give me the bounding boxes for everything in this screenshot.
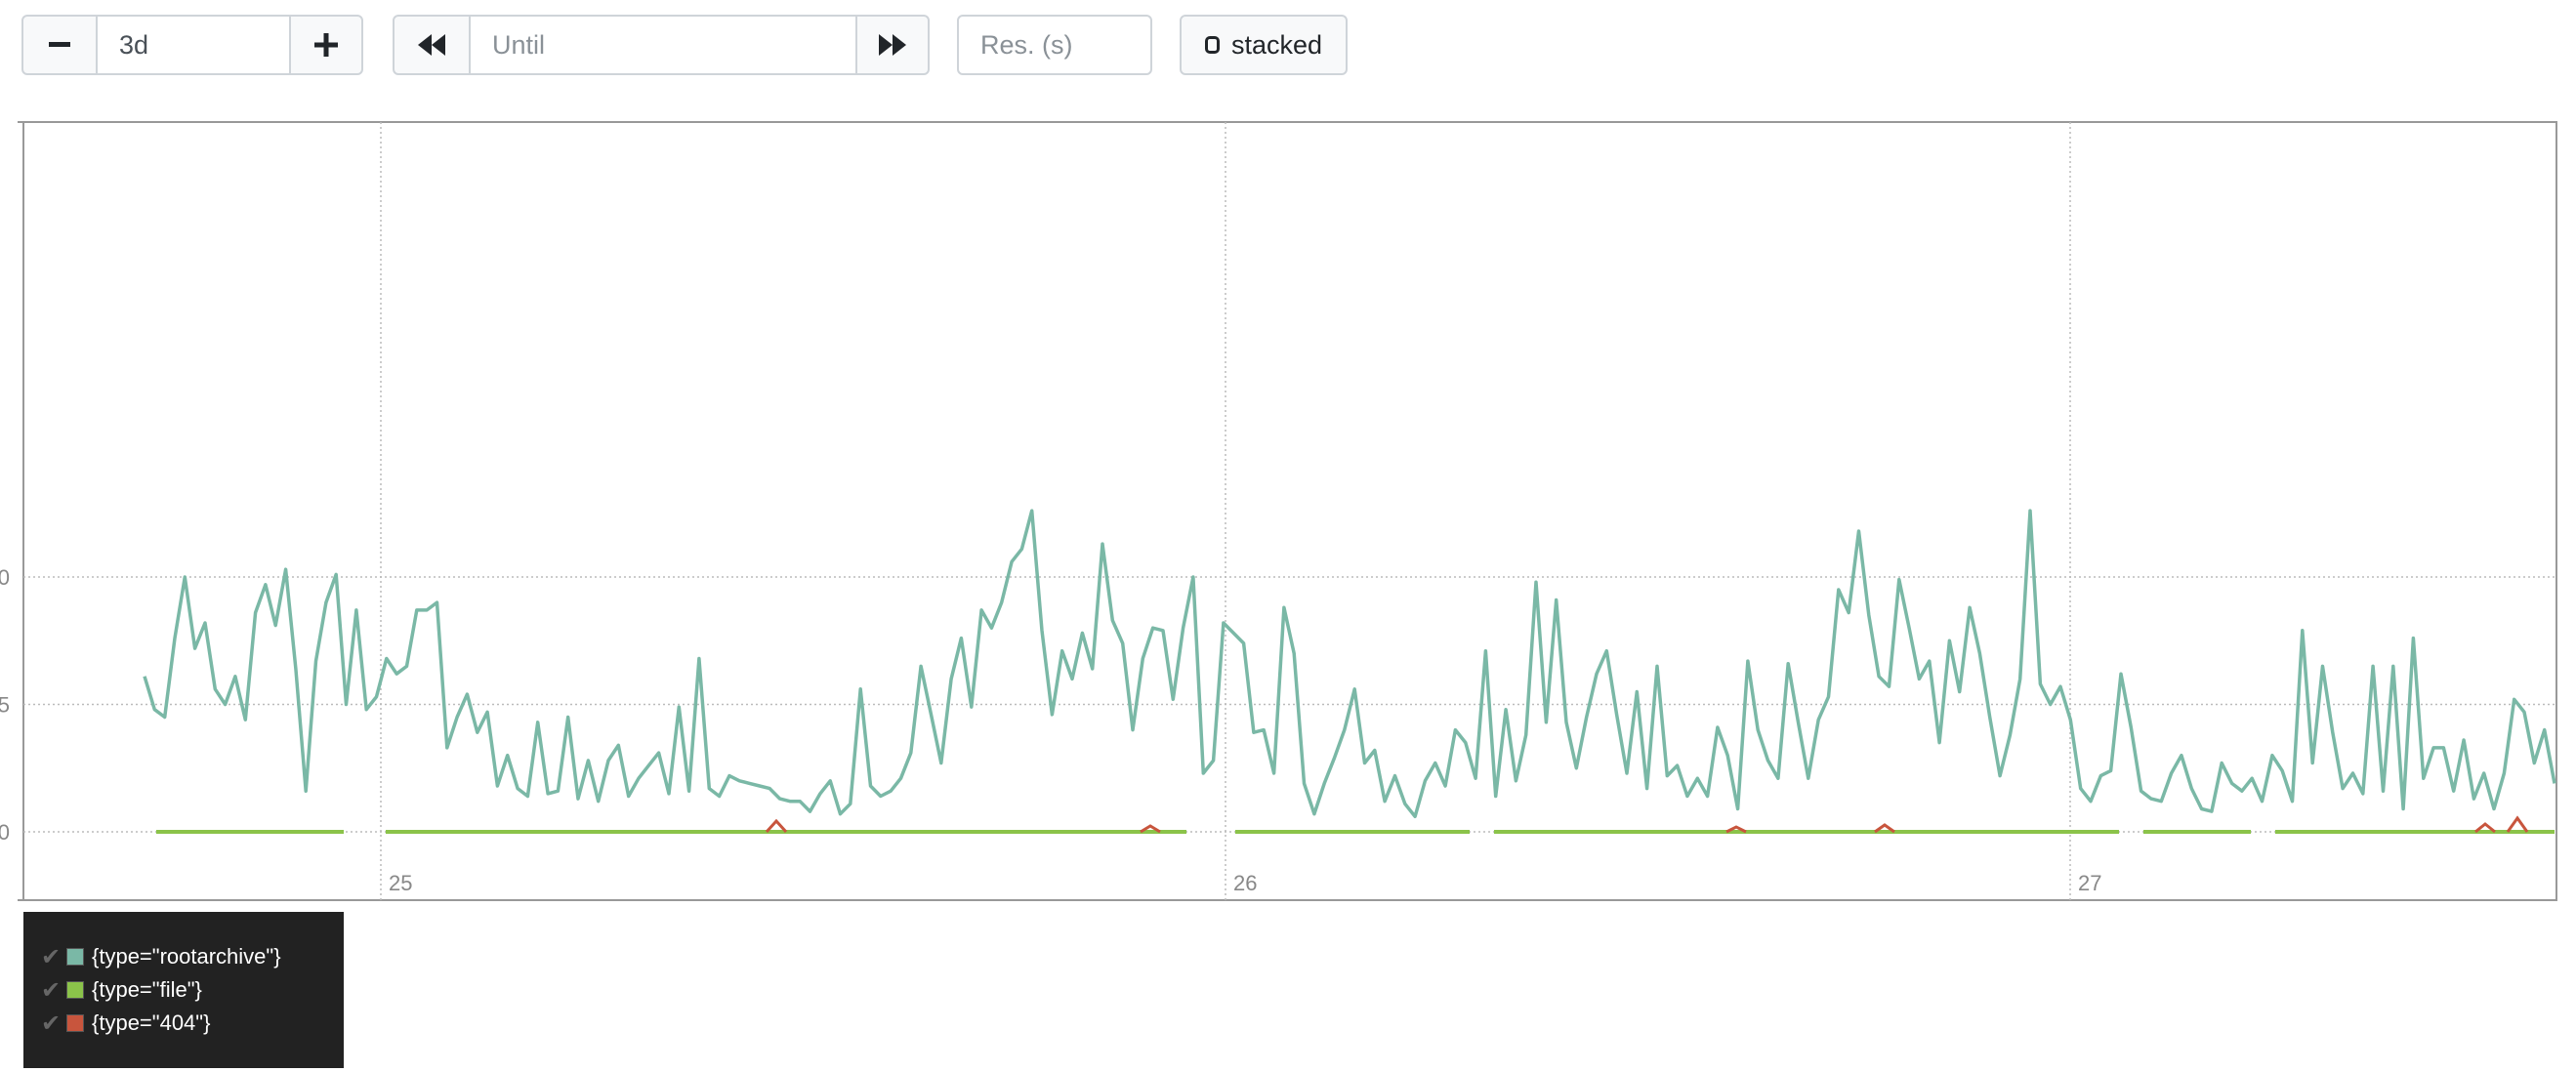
y-tick-label: 10	[0, 565, 10, 590]
check-icon: ✔	[41, 976, 62, 1004]
resolution-placeholder: Res. (s)	[980, 29, 1073, 60]
legend-label-404: {type="404"}	[92, 1010, 211, 1035]
check-icon: ✔	[41, 943, 62, 970]
resolution-input[interactable]: Res. (s)	[957, 15, 1152, 75]
x-tick-label: 27	[2078, 871, 2101, 895]
until-input[interactable]: Until	[469, 15, 879, 75]
legend-label-file: {type="file"}	[92, 977, 202, 1002]
chart-legend: ✔ {type="rootarchive"} ✔ {type="file"} ✔…	[23, 912, 344, 1068]
minus-icon	[49, 42, 70, 47]
stacked-toggle-button[interactable]: stacked	[1180, 15, 1348, 75]
range-input[interactable]: 3d	[96, 15, 314, 75]
plot-frame	[22, 121, 2557, 901]
y-tick-label: 5	[0, 693, 10, 718]
x-tick-label: 26	[1233, 871, 1257, 895]
forward-icon	[879, 34, 906, 56]
x-tick-label: 25	[389, 871, 412, 895]
range-increase-button[interactable]	[289, 15, 363, 75]
time-forward-button[interactable]	[855, 15, 930, 75]
stacked-label: stacked	[1230, 29, 1322, 60]
legend-swatch-404	[66, 1014, 84, 1032]
legend-label-rootarchive: {type="rootarchive"}	[92, 944, 281, 969]
series-line-rootarchive	[143, 509, 2556, 819]
check-icon: ✔	[41, 1010, 62, 1037]
plus-icon	[314, 33, 338, 57]
series-line-404	[1140, 824, 1161, 834]
legend-item-file[interactable]: ✔ {type="file"}	[41, 973, 344, 1007]
y-tick-label: 0	[0, 820, 10, 845]
series-line-404	[2474, 822, 2496, 834]
line-chart: 0 5 10 25 26 27	[0, 121, 2557, 901]
legend-swatch-file	[66, 981, 84, 999]
legend-item-404[interactable]: ✔ {type="404"}	[41, 1007, 344, 1040]
legend-item-rootarchive[interactable]: ✔ {type="rootarchive"}	[41, 940, 344, 973]
series-line-404	[1874, 823, 1895, 834]
range-decrease-button[interactable]	[21, 15, 98, 75]
series-line-404	[765, 818, 788, 834]
series-line-404	[2506, 815, 2529, 833]
until-placeholder: Until	[492, 29, 546, 60]
time-back-button[interactable]	[393, 15, 471, 75]
checkbox-icon	[1205, 36, 1220, 54]
legend-swatch-rootarchive	[66, 948, 84, 966]
range-input-value: 3d	[119, 29, 149, 60]
series-line-404	[1725, 825, 1747, 834]
backward-icon	[418, 34, 445, 56]
